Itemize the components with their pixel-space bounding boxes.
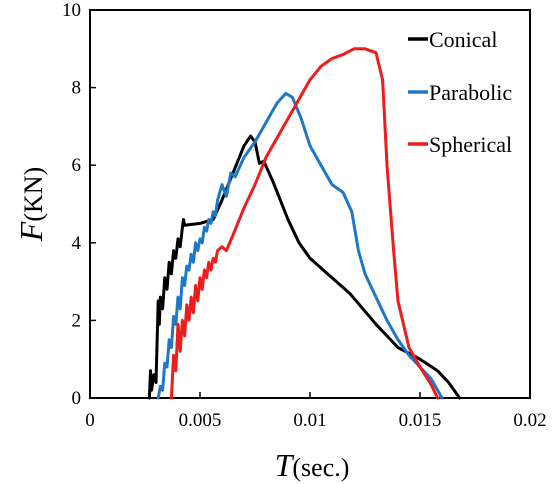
ticks-layer: 0 0.005 0.01 0.015 0.02 0 2 4 6 8 10 — [62, 0, 547, 431]
y-tick-label: 8 — [72, 78, 82, 99]
series-line-parabolic — [156, 91, 444, 400]
x-tick-label: 0 — [85, 410, 95, 431]
x-tick-label: 0.01 — [293, 410, 326, 431]
y-axis-variable: F — [13, 221, 49, 242]
x-axis-unit: (sec.) — [292, 453, 349, 482]
x-axis-variable: T — [275, 447, 295, 483]
y-axis-unit: (KN) — [19, 167, 48, 222]
series-line-conical — [147, 134, 462, 400]
x-axis-title: T(sec.) — [275, 447, 350, 483]
series-layer — [147, 47, 462, 400]
y-tick-label: 6 — [72, 155, 82, 176]
y-tick-label: 0 — [72, 388, 82, 409]
legend-label-spherical: Spherical — [429, 132, 512, 157]
y-axis-title: F(KN) — [13, 167, 49, 242]
series-line-spherical — [169, 47, 440, 400]
legend: Conical Parabolic Spherical — [408, 27, 512, 157]
y-tick-label: 10 — [62, 0, 81, 21]
x-tick-label: 0.015 — [399, 410, 442, 431]
legend-label-parabolic: Parabolic — [429, 80, 512, 105]
x-tick-label: 0.02 — [513, 410, 546, 431]
x-tick-label: 0.005 — [179, 410, 222, 431]
y-tick-label: 2 — [72, 310, 82, 331]
legend-label-conical: Conical — [429, 27, 497, 52]
y-tick-label: 4 — [72, 233, 82, 254]
